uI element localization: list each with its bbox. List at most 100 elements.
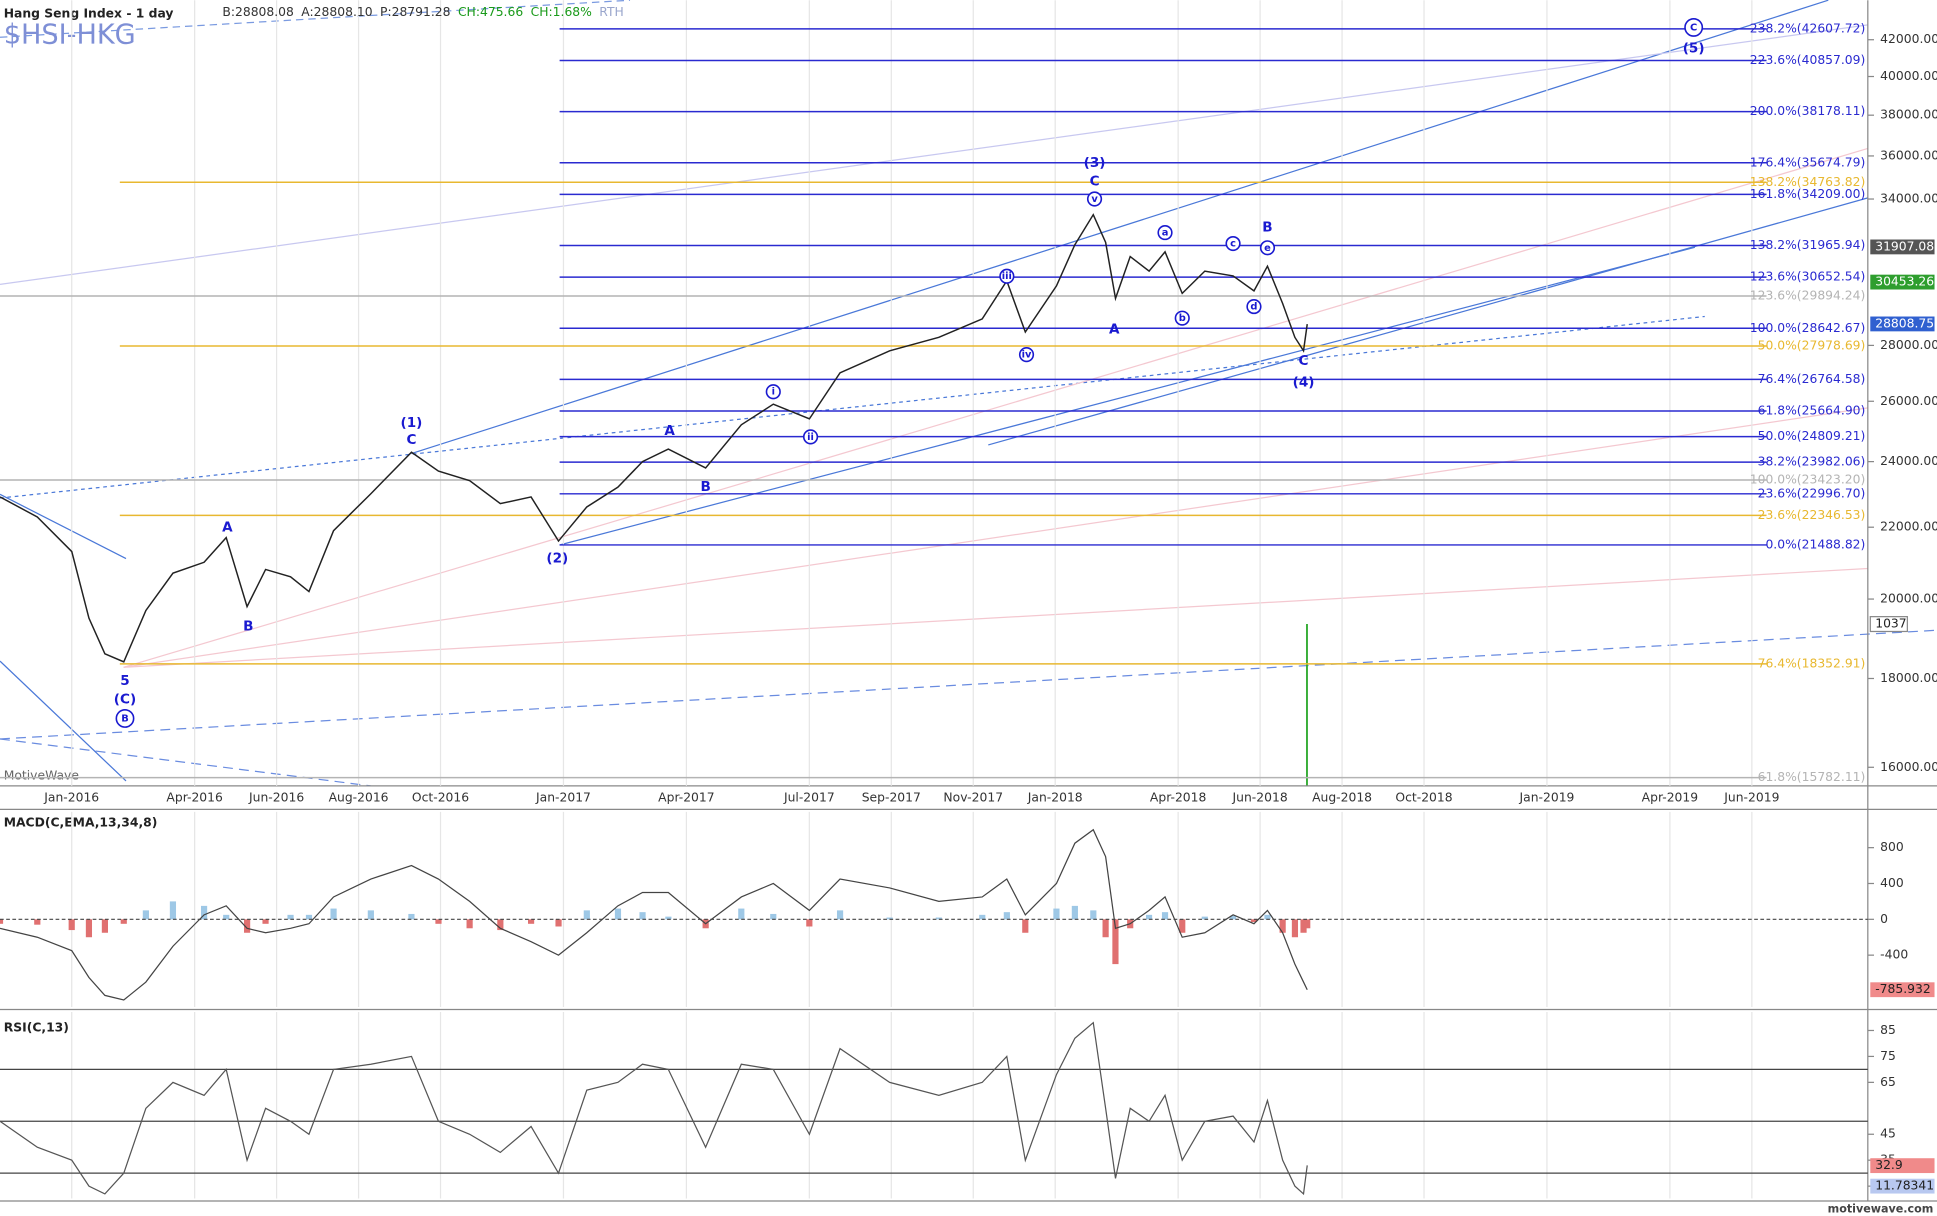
histogram-bar bbox=[555, 919, 562, 927]
x-tick-label: Jan-2018 bbox=[1027, 791, 1083, 805]
histogram-bar bbox=[665, 916, 672, 920]
histogram-bar bbox=[1179, 919, 1186, 933]
histogram-bar bbox=[120, 919, 127, 924]
wave-label: A bbox=[222, 520, 233, 536]
x-tick-label: Aug-2018 bbox=[1312, 791, 1372, 805]
trendline bbox=[0, 493, 127, 560]
fib-label: 123.6%(29894.24) bbox=[1750, 289, 1866, 303]
wave-label: C bbox=[1299, 353, 1309, 369]
y-tick-label: 18000.00 bbox=[1880, 671, 1937, 685]
trendlines bbox=[0, 0, 1937, 787]
quote-item: P:28791.28 bbox=[380, 5, 451, 19]
wave-label: v bbox=[1091, 194, 1098, 205]
quote-item: CH:475.66 bbox=[458, 5, 523, 19]
fib-label: 176.4%(35674.79) bbox=[1750, 155, 1866, 169]
fib-label: 100.0%(23423.20) bbox=[1750, 472, 1866, 486]
histogram-bar bbox=[1090, 910, 1097, 920]
histogram-bar bbox=[1053, 908, 1060, 920]
histogram-bar bbox=[1291, 919, 1299, 938]
histogram-bar bbox=[614, 908, 622, 920]
quote-item: B:28808.08 bbox=[222, 5, 294, 19]
histogram-bar bbox=[1201, 916, 1208, 920]
price-tag-label: 32.9 bbox=[1875, 1158, 1902, 1172]
fib-label: 61.8%(25664.90) bbox=[1758, 404, 1866, 418]
volume-tag-label: 1037 bbox=[1875, 617, 1906, 631]
price-tag-label: 31907.08 bbox=[1875, 239, 1934, 253]
quote-item: CH:1.68% bbox=[531, 5, 593, 19]
histogram-bar bbox=[1229, 915, 1237, 920]
quote-item: RTH bbox=[599, 5, 624, 19]
price-tag bbox=[1870, 274, 1935, 290]
y-tick-label: 400 bbox=[1880, 876, 1904, 890]
fib-label: 138.2%(34763.82) bbox=[1750, 175, 1866, 189]
x-tick-label: Apr-2016 bbox=[166, 791, 223, 805]
symbol: $HSI-HKG bbox=[4, 20, 136, 51]
wave-label: C bbox=[406, 432, 416, 448]
y-tick-label: 22000.00 bbox=[1880, 520, 1937, 534]
volume-tag bbox=[1869, 616, 1908, 633]
histogram-bar bbox=[435, 919, 442, 924]
wave-circle bbox=[999, 268, 1015, 284]
histogram-bar bbox=[1102, 919, 1109, 938]
panel-title: RSI(C,13) bbox=[4, 1021, 69, 1035]
histogram-bar bbox=[935, 917, 942, 920]
wave-label: e bbox=[1264, 243, 1271, 254]
fib-label: 100.0%(28642.67) bbox=[1750, 321, 1866, 335]
histogram-bar bbox=[466, 919, 473, 929]
histogram-bar bbox=[244, 919, 251, 933]
x-tick-label: Apr-2018 bbox=[1150, 791, 1207, 805]
fan-line bbox=[0, 24, 1868, 285]
histogram-bar bbox=[583, 910, 590, 920]
wave-label: ii bbox=[807, 432, 814, 443]
y-tick-label: 800 bbox=[1880, 840, 1904, 854]
wave-circle bbox=[1225, 235, 1241, 252]
fan-line bbox=[123, 147, 1868, 668]
histogram-bar bbox=[497, 919, 504, 931]
x-tick-label: Nov-2017 bbox=[943, 791, 1003, 805]
wave-label: (3) bbox=[1084, 155, 1106, 171]
wave-label: c bbox=[1230, 239, 1236, 250]
histogram-bar bbox=[1003, 912, 1010, 920]
fan-line bbox=[123, 567, 1868, 668]
histogram-bar bbox=[770, 913, 777, 920]
wave-circle bbox=[1259, 240, 1276, 256]
y-tick-label: 20000.00 bbox=[1880, 592, 1937, 606]
histogram-bar bbox=[101, 919, 108, 933]
wave-circle bbox=[765, 384, 781, 400]
histogram-bar bbox=[886, 917, 893, 920]
y-tick-label: 16000.00 bbox=[1880, 760, 1937, 774]
wave-label: d bbox=[1250, 302, 1257, 313]
price-tag bbox=[1870, 982, 1935, 998]
histogram-bar bbox=[305, 914, 313, 920]
price-line bbox=[0, 213, 1308, 663]
y-tick-label: -400 bbox=[1880, 948, 1908, 962]
wave-label: (1) bbox=[400, 415, 422, 431]
y-tick-label: 42000.00 bbox=[1880, 32, 1937, 46]
y-tick-label: 26000.00 bbox=[1880, 394, 1937, 408]
x-tick-label: Jun-2016 bbox=[248, 791, 304, 805]
histogram-bar bbox=[330, 908, 337, 920]
histogram-bar bbox=[223, 914, 230, 920]
price-tag bbox=[1870, 1158, 1935, 1174]
histogram-bar bbox=[979, 914, 986, 920]
wave-circle bbox=[115, 709, 135, 728]
histogram-bar bbox=[1264, 914, 1271, 920]
histogram-bar bbox=[639, 912, 646, 920]
wave-circle bbox=[1174, 310, 1190, 326]
wave-label: (5) bbox=[1683, 40, 1705, 56]
wave-label: 5 bbox=[120, 673, 129, 689]
histogram-bar bbox=[1071, 905, 1078, 920]
y-tick-label: 28000.00 bbox=[1880, 338, 1937, 352]
price-tag-label: 28808.75 bbox=[1875, 316, 1934, 330]
fib-label: 50.0%(27978.69) bbox=[1758, 338, 1866, 352]
price-tag bbox=[1870, 239, 1935, 255]
wave-circle bbox=[1684, 17, 1704, 37]
fib-label: 138.2%(31965.94) bbox=[1750, 238, 1866, 252]
y-tick-label: 24000.00 bbox=[1880, 454, 1937, 468]
trendline bbox=[559, 246, 1696, 546]
wave-label: iii bbox=[1002, 271, 1012, 282]
trendline bbox=[988, 197, 1868, 446]
histogram-bar bbox=[806, 919, 813, 927]
chart-title: Hang Seng Index - 1 day bbox=[4, 6, 174, 20]
